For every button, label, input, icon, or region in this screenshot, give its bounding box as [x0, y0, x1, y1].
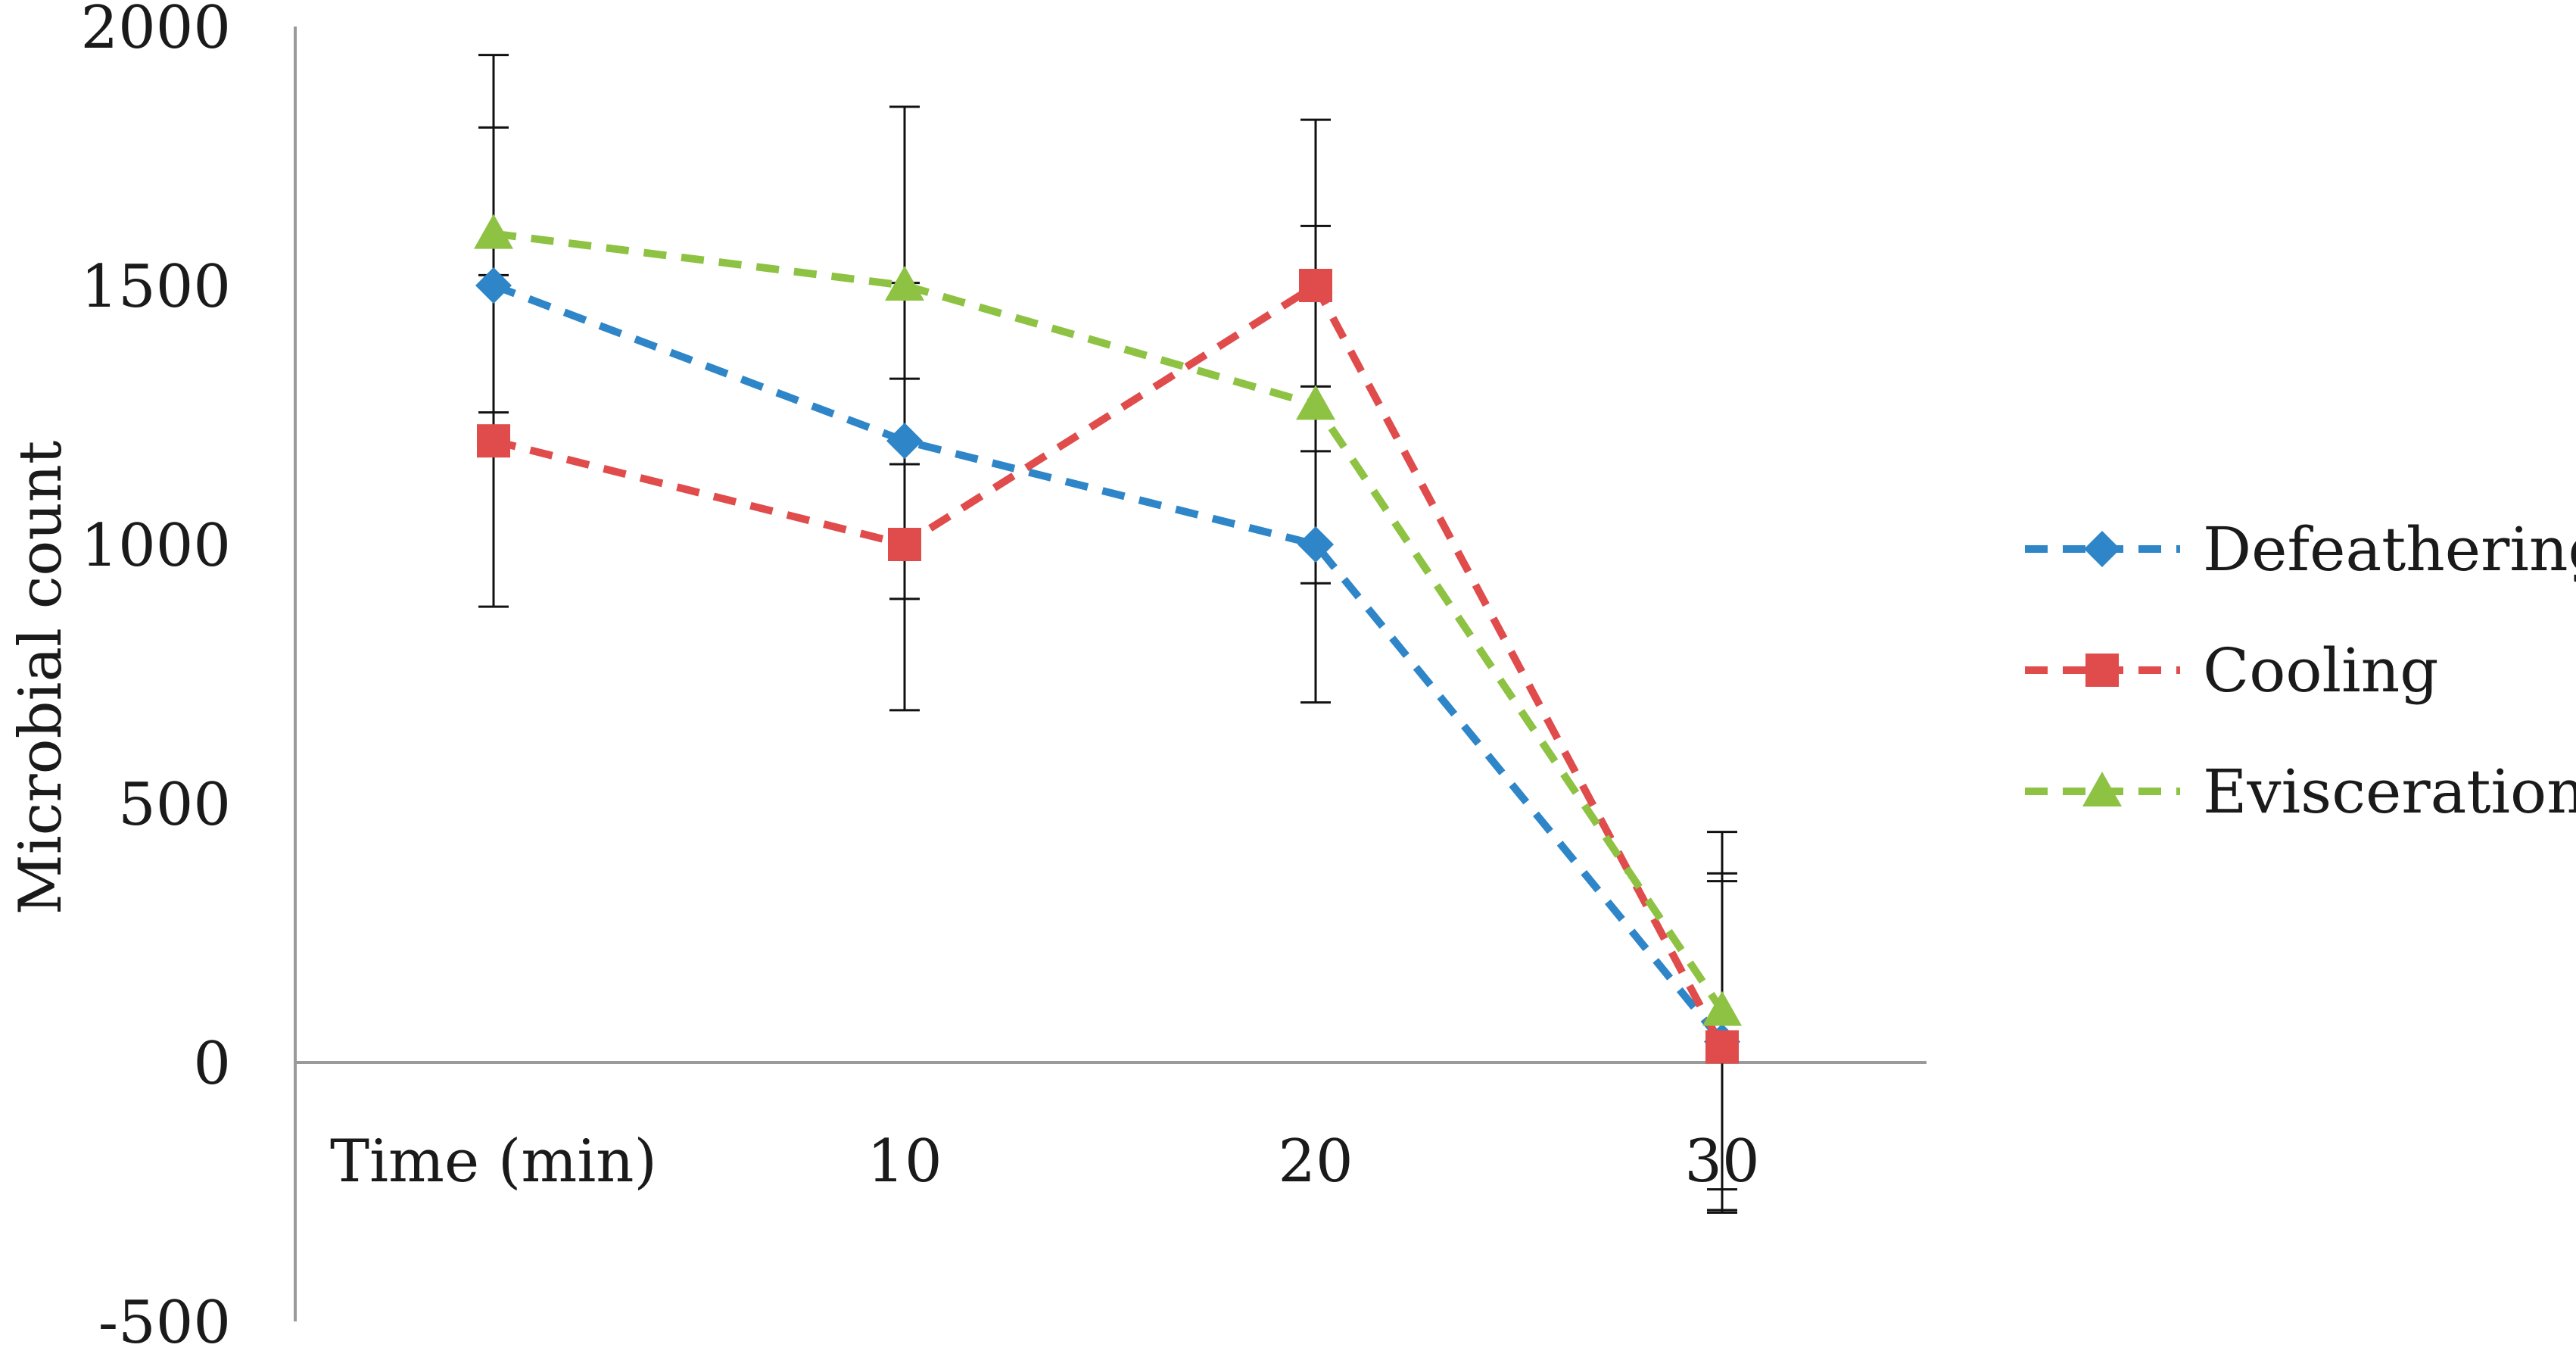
legend-marker-defeathering — [2084, 531, 2120, 567]
legend-label-evisceration: Evisceration — [2203, 756, 2576, 827]
y-tick-label: 0 — [193, 1030, 231, 1098]
x-tick-label: 20 — [1278, 1128, 1353, 1196]
series-line-defeathering — [492, 282, 1725, 1044]
data-point-cooling — [1299, 269, 1332, 302]
data-point-defeathering — [886, 423, 923, 460]
y-tick-label: 500 — [118, 771, 231, 839]
series-markers — [474, 214, 1742, 1064]
y-tick-label: 1000 — [80, 512, 231, 580]
data-point-cooling — [477, 424, 510, 458]
legend-marker-cooling — [2085, 654, 2119, 687]
series-line-evisceration — [493, 229, 1726, 1013]
error-bars — [478, 54, 1737, 1214]
axes — [294, 27, 1927, 1321]
data-point-cooling — [888, 528, 921, 561]
data-point-evisceration — [885, 266, 924, 301]
data-point-evisceration — [1296, 385, 1335, 420]
data-point-evisceration — [474, 214, 513, 249]
y-tick-label: 2000 — [80, 0, 231, 62]
y-axis-label: Microbial count — [7, 441, 75, 915]
data-point-evisceration — [1702, 990, 1742, 1026]
x-tick-labels: Time (min) 10 20 30 — [330, 1128, 1760, 1196]
data-point-cooling — [1705, 1030, 1739, 1064]
legend-label-cooling: Cooling — [2203, 635, 2438, 706]
y-tick-label: -500 — [98, 1289, 231, 1357]
legend: Defeathering Cooling Evisceration — [2025, 514, 2576, 827]
y-tick-labels: 2000 1500 1000 500 0 -500 — [80, 0, 231, 1357]
y-tick-label: 1500 — [80, 253, 231, 321]
data-point-defeathering — [475, 267, 512, 304]
legend-label-defeathering: Defeathering — [2203, 514, 2576, 585]
x-tick-label: 10 — [867, 1128, 942, 1196]
legend-item-cooling: Cooling — [2025, 635, 2438, 706]
legend-marker-evisceration — [2082, 772, 2122, 806]
legend-item-evisceration: Evisceration — [2025, 756, 2576, 827]
legend-item-defeathering: Defeathering — [2025, 514, 2576, 585]
series-lines — [492, 229, 1726, 1049]
series-line-cooling — [492, 279, 1726, 1049]
data-point-defeathering — [1297, 526, 1334, 563]
x-tick-label: Time (min) — [330, 1128, 657, 1196]
